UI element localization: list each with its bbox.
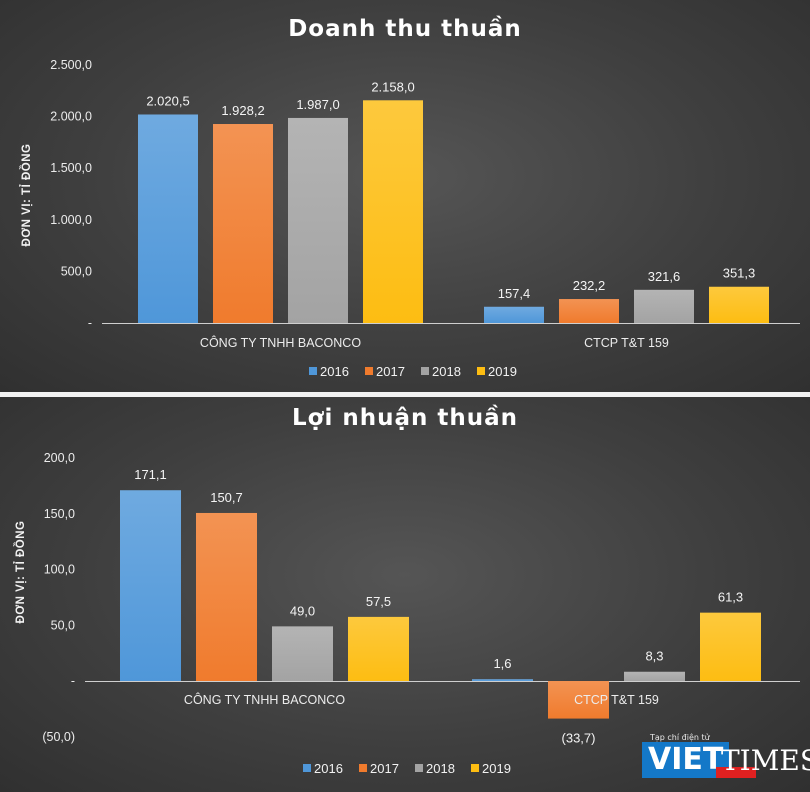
- legend-swatch-2017: [365, 367, 373, 375]
- category-label: CÔNG TY TNHH BACONCO: [200, 335, 361, 350]
- y-tick-label: (50,0): [42, 730, 75, 744]
- legend-swatch-2018: [415, 764, 423, 772]
- bar-2018: [272, 626, 333, 681]
- legend-label-2018: 2018: [432, 364, 461, 379]
- data-label-2019: 61,3: [718, 590, 743, 605]
- legend-label-2017: 2017: [376, 364, 405, 379]
- category-label: CTCP T&T 159: [584, 336, 669, 350]
- chart-title: Doanh thu thuần: [288, 15, 522, 42]
- bar-2016: [138, 114, 198, 323]
- legend-swatch-2019: [477, 367, 485, 375]
- y-axis-label: ĐƠN VỊ: TỈ ĐỒNG: [20, 144, 33, 247]
- bar-2018: [624, 671, 685, 681]
- bar-2016: [472, 679, 533, 681]
- legend-swatch-2018: [421, 367, 429, 375]
- y-tick-label: 200,0: [44, 451, 75, 465]
- category-label: CÔNG TY TNHH BACONCO: [184, 692, 345, 707]
- legend-label-2017: 2017: [370, 761, 399, 776]
- data-label-2018: 321,6: [648, 269, 681, 284]
- data-label-2017: 150,7: [210, 490, 243, 505]
- data-label-2016: 157,4: [498, 286, 531, 301]
- category-label: CTCP T&T 159: [574, 693, 659, 707]
- bar-2017: [548, 681, 609, 719]
- data-label-2016: 2.020,5: [146, 93, 189, 108]
- data-label-2016: 171,1: [134, 467, 167, 482]
- y-tick-label: 1.000,0: [50, 213, 92, 227]
- bar-2018: [634, 289, 694, 323]
- legend-swatch-2019: [471, 764, 479, 772]
- bar-2019: [363, 100, 423, 323]
- bar-2016: [120, 490, 181, 681]
- data-label-2018: 8,3: [645, 649, 663, 664]
- data-label-2016: 1,6: [493, 656, 511, 671]
- data-label-2017: 1.928,2: [221, 103, 264, 118]
- bar-2019: [709, 286, 769, 323]
- revenue-chart: Doanh thu thuần ĐƠN VỊ: TỈ ĐỒNG - 500,0 1.00…: [20, 15, 800, 379]
- profit-chart: Lợi nhuận thuần ĐƠN VỊ: TỈ ĐỒNG (50,0) - 50,…: [14, 404, 800, 776]
- profit-chart-panel: Lợi nhuận thuần ĐƠN VỊ: TỈ ĐỒNG (50,0) - 50,…: [0, 397, 810, 792]
- bar-2019: [700, 612, 761, 681]
- y-tick-label: 1.500,0: [50, 161, 92, 175]
- bar-2019: [348, 616, 409, 681]
- logo-times-text: TIMES: [721, 744, 810, 777]
- data-label-2019: 2.158,0: [371, 79, 414, 94]
- revenue-chart-panel: Doanh thu thuần ĐƠN VỊ: TỈ ĐỒNG - 500,0 1.00…: [0, 0, 810, 392]
- data-label-2019: 57,5: [366, 594, 391, 609]
- logo-viet-text: VIET: [642, 742, 730, 778]
- legend-swatch-2017: [359, 764, 367, 772]
- legend-label-2019: 2019: [488, 364, 517, 379]
- bar-2017: [196, 512, 257, 681]
- legend-label-2019: 2019: [482, 761, 511, 776]
- legend-swatch-2016: [309, 367, 317, 375]
- bar-2016: [484, 306, 544, 323]
- legend-label-2016: 2016: [320, 364, 349, 379]
- data-label-2017: (33,7): [562, 731, 596, 746]
- data-label-2019: 351,3: [723, 266, 756, 281]
- bar-2018: [288, 117, 348, 324]
- y-tick-label: 2.500,0: [50, 58, 92, 72]
- data-label-2018: 1.987,0: [296, 97, 339, 112]
- bar-2017: [559, 299, 619, 323]
- data-label-2017: 232,2: [573, 278, 606, 293]
- y-tick-label: -: [88, 316, 92, 330]
- y-tick-label: 50,0: [51, 618, 75, 632]
- y-tick-label: 2.000,0: [50, 110, 92, 124]
- legend-label-2018: 2018: [426, 761, 455, 776]
- y-tick-label: 500,0: [61, 264, 92, 278]
- y-tick-label: 100,0: [44, 563, 75, 577]
- chart-title: Lợi nhuận thuần: [292, 404, 518, 431]
- logo-tagline: Tạp chí điện tử: [650, 733, 710, 742]
- bar-2017: [213, 124, 273, 323]
- y-tick-label: -: [71, 674, 75, 688]
- y-axis-label: ĐƠN VỊ: TỈ ĐỒNG: [14, 521, 27, 624]
- legend-swatch-2016: [303, 764, 311, 772]
- panel-divider: [0, 392, 810, 397]
- legend-label-2016: 2016: [314, 761, 343, 776]
- data-label-2018: 49,0: [290, 603, 315, 618]
- logo-red-bar: [716, 767, 756, 778]
- y-tick-label: 150,0: [44, 507, 75, 521]
